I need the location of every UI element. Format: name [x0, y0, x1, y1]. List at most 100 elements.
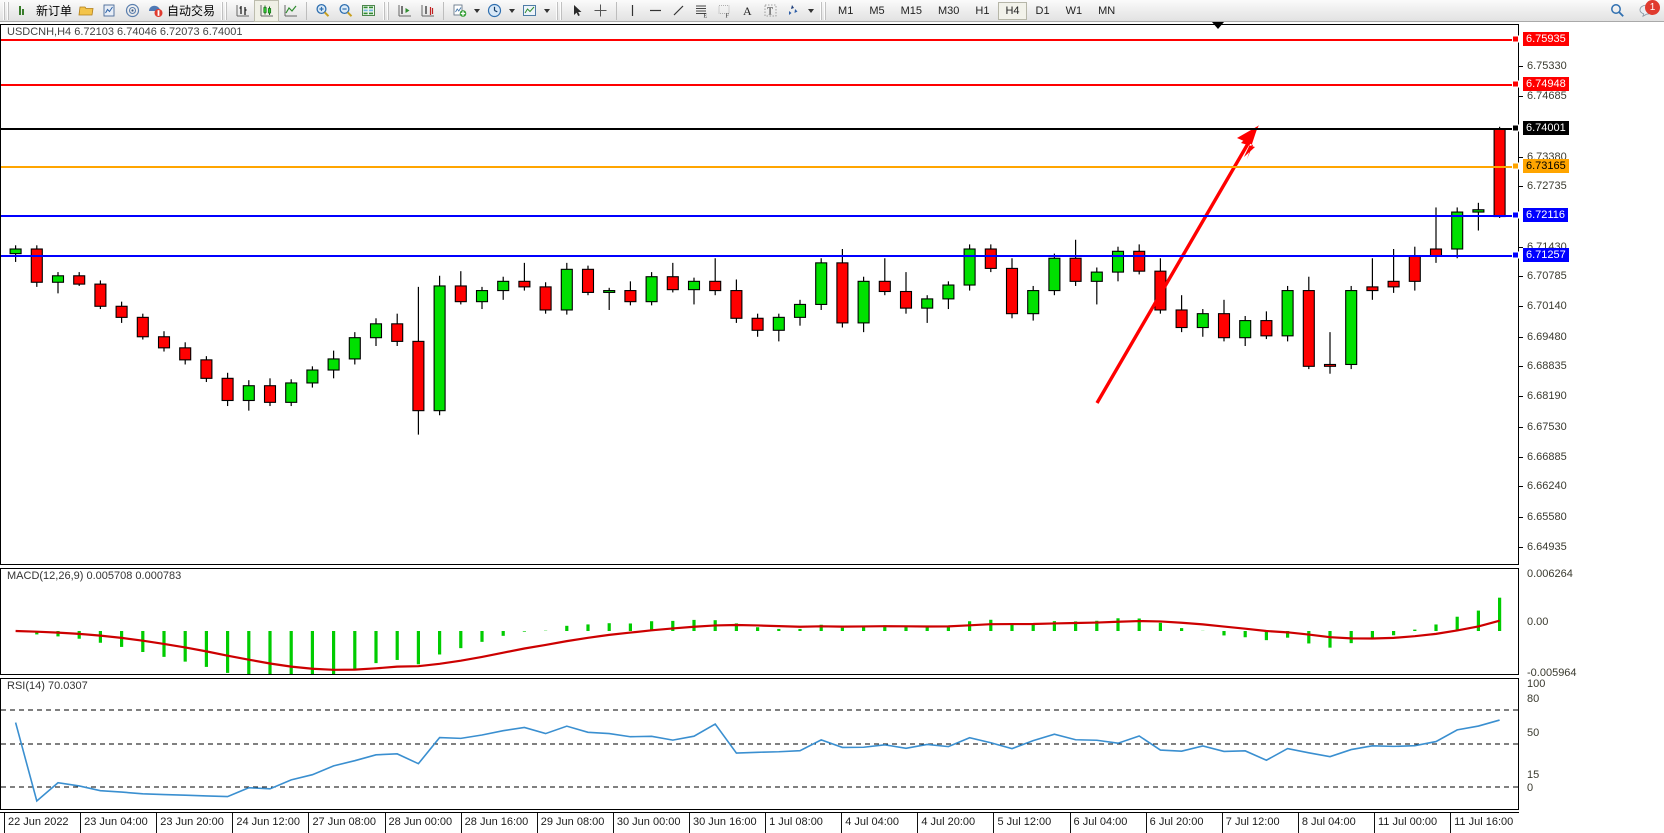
market-watch-button[interactable]: [98, 1, 121, 21]
time-tick: [384, 813, 386, 833]
period-button[interactable]: [483, 1, 506, 21]
profiles-button[interactable]: [75, 1, 98, 21]
text-label-button[interactable]: T: [759, 1, 782, 21]
time-axis[interactable]: 22 Jun 2022 23 Jun 04:00 23 Jun 20:00 24 Ju…: [0, 812, 1519, 833]
price-level-tag-support[interactable]: 6.72116: [1523, 207, 1568, 222]
time-axis-label: 30 Jun 00:00: [616, 816, 681, 828]
level-line-last-price[interactable]: [1, 127, 1518, 130]
candle: [433, 285, 446, 412]
cursor-button[interactable]: [566, 1, 589, 21]
rsi-axis-label-50: 50: [1527, 727, 1540, 739]
candle: [115, 305, 128, 318]
search-icon: [1609, 2, 1626, 19]
timeframe-d1[interactable]: D1: [1035, 4, 1050, 17]
chart-area[interactable]: USDCNH,H4 6.72103 6.74046 6.72073 6.7400…: [0, 22, 1664, 833]
line-chart-button[interactable]: [279, 1, 302, 21]
level-handle[interactable]: [1512, 162, 1519, 170]
toolbar-grip[interactable]: [3, 1, 10, 20]
grid-button[interactable]: [357, 1, 380, 21]
navigator-icon: [124, 2, 141, 19]
level-handle[interactable]: [1512, 251, 1519, 259]
trendline-button[interactable]: [667, 1, 690, 21]
time-tick: [536, 813, 538, 833]
toolbar-separator-3: [616, 1, 618, 20]
chart-shift-button[interactable]: [393, 1, 416, 21]
level-handle[interactable]: [1512, 124, 1519, 132]
candle: [9, 248, 22, 255]
level-handle[interactable]: [1512, 211, 1519, 219]
timeframe-m5[interactable]: M5: [869, 4, 885, 17]
indicators-button[interactable]: [448, 1, 471, 21]
rsi-panel[interactable]: RSI(14) 70.0307: [0, 678, 1519, 810]
level-line-resistance[interactable]: [1, 38, 1518, 41]
candle: [963, 248, 976, 286]
time-axis-label: 28 Jun 16:00: [464, 816, 529, 828]
price-tick-label: 6.67530: [1527, 420, 1567, 433]
toolbar-grip-4[interactable]: [556, 1, 564, 20]
price-tick: [1519, 156, 1523, 158]
level-handle[interactable]: [1512, 80, 1519, 88]
level-line-support[interactable]: [1, 214, 1518, 217]
price-tick-label: 6.75330: [1527, 60, 1567, 73]
timeframe-mn[interactable]: MN: [1098, 4, 1116, 17]
toolbar-grip-2[interactable]: [221, 1, 229, 20]
alerts-button[interactable]: 1: [1635, 0, 1660, 21]
price-tick: [1519, 456, 1523, 458]
candle: [30, 248, 43, 283]
price-level-tag-pivot[interactable]: 6.73165: [1523, 159, 1569, 174]
macd-panel[interactable]: MACD(12,26,9) 0.005708 0.000783: [0, 568, 1519, 675]
zoom-out-button[interactable]: [334, 1, 357, 21]
candle: [1323, 363, 1337, 367]
crosshair-button[interactable]: [589, 1, 612, 21]
autoscroll-icon: [419, 2, 436, 19]
bar-chart-button[interactable]: [231, 1, 254, 21]
shapes-button[interactable]: [782, 1, 805, 21]
toolbar-grip-3[interactable]: [383, 1, 391, 20]
candle: [454, 285, 467, 303]
candle: [475, 290, 489, 303]
timeframe-m1[interactable]: M1: [838, 4, 854, 17]
channel-button[interactable]: F: [713, 1, 736, 21]
period-dropdown-caret[interactable]: [509, 8, 516, 13]
timeframe-h1[interactable]: H1: [975, 4, 990, 17]
price-level-tag-last-price[interactable]: 6.74001: [1523, 120, 1569, 135]
navigator-button[interactable]: [121, 1, 144, 21]
shapes-dropdown-caret[interactable]: [808, 8, 815, 13]
level-line-resistance[interactable]: [1, 84, 1518, 87]
templates-dropdown-caret[interactable]: [544, 8, 551, 13]
timeframe-h4[interactable]: H4: [998, 1, 1027, 20]
price-level-tag-resistance[interactable]: 6.75935: [1523, 31, 1569, 46]
zoom-in-button[interactable]: [311, 1, 334, 21]
price-chart-panel[interactable]: USDCNH,H4 6.72103 6.74046 6.72073 6.7400…: [0, 24, 1519, 565]
svg-text:F: F: [726, 14, 730, 20]
indicators-dropdown-caret[interactable]: [474, 8, 481, 13]
candle: [1281, 290, 1294, 337]
level-handle[interactable]: [1512, 35, 1519, 43]
level-line-support[interactable]: [1, 254, 1518, 257]
autoscroll-button[interactable]: [416, 1, 439, 21]
time-tick: [80, 813, 82, 833]
candle: [1345, 290, 1358, 366]
candlestick-chart-button[interactable]: [254, 0, 280, 22]
text-icon: A: [739, 2, 756, 19]
vertical-line-button[interactable]: [621, 1, 644, 21]
price-level-tag-support[interactable]: 6.71257: [1523, 247, 1569, 262]
search-button[interactable]: [1606, 1, 1629, 21]
time-tick: [1374, 813, 1375, 833]
price-level-tag-resistance[interactable]: 6.74948: [1523, 77, 1569, 92]
timeframe-w1[interactable]: W1: [1065, 4, 1083, 17]
time-axis-label: 7 Jul 12:00: [1225, 816, 1280, 828]
toolbar-grip-5[interactable]: [820, 1, 828, 20]
timeframe-m30[interactable]: M30: [938, 4, 960, 17]
autotrading-button[interactable]: 自动交易: [144, 1, 218, 21]
level-line-pivot[interactable]: [1, 166, 1518, 169]
fibonacci-button[interactable]: E: [690, 1, 713, 21]
horizontal-line-button[interactable]: [644, 1, 667, 21]
price-axis[interactable]: 6.75330 6.74685 6.73380 6.72735 6.71430 6.707…: [1512, 24, 1664, 810]
templates-button[interactable]: [518, 1, 541, 21]
chart-scroll-marker[interactable]: [1212, 22, 1224, 29]
time-tick: [1450, 813, 1452, 833]
new-order-button[interactable]: 新订单: [13, 1, 75, 21]
timeframe-m15[interactable]: M15: [900, 4, 922, 17]
text-button[interactable]: A: [736, 1, 759, 21]
